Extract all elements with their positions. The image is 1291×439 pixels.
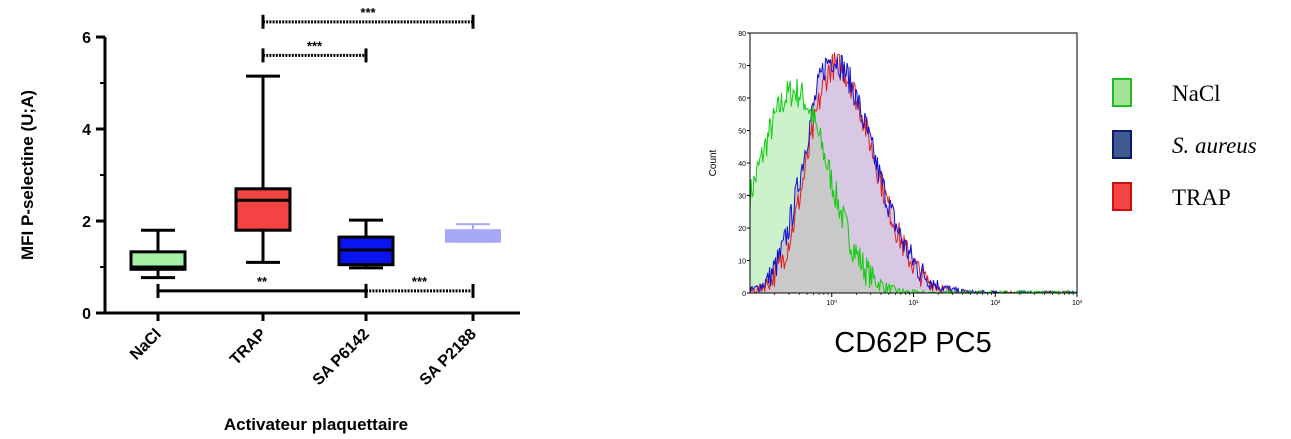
category-label: SA P6142 (310, 326, 373, 389)
histogram-x-tick-label: 10² (990, 300, 1001, 307)
legend-swatch (1112, 182, 1132, 211)
histogram-y-tick-label: 10 (738, 259, 746, 266)
histogram-x-tick-label: 10⁰ (826, 299, 837, 307)
category-label: TRAP (227, 326, 270, 369)
x-axis-title: Activateur plaquettaire (224, 415, 408, 434)
category-label: SA P2188 (417, 326, 480, 389)
histogram-y-tick-label: 40 (738, 161, 746, 168)
significance-label: ** (257, 274, 268, 289)
box (129, 250, 187, 271)
legend-label: TRAP (1172, 185, 1231, 210)
histogram-y-axis-title: Count (708, 149, 719, 176)
significance-label: *** (360, 5, 376, 20)
category-labels: NaCl TRAP SA P6142 SA P2188 (127, 326, 480, 389)
box (234, 187, 292, 232)
significance-label: *** (412, 274, 428, 289)
y-tick-label: 2 (82, 214, 91, 231)
significance-bars: ******** *** (156, 5, 475, 298)
histogram-y-tick-label: 80 (738, 31, 746, 38)
histogram-x-tick-label: 10³ (1072, 300, 1083, 307)
boxplot-boxes (129, 74, 501, 280)
histogram-ticks: 0 10 20 30 40 50 60 70 80 10⁰ 10¹ 10² 10³ (738, 31, 1083, 307)
significance-label: *** (307, 38, 323, 53)
boxplot-panel: MFI P-selectine (U;A) Activateur plaquet… (18, 5, 520, 434)
y-tick-label: 4 (82, 122, 91, 139)
y-tick-label: 6 (82, 30, 91, 47)
box (445, 229, 501, 243)
legend-swatch (1112, 130, 1132, 159)
legend-label: NaCl (1172, 81, 1221, 106)
histogram-y-tick-label: 70 (738, 64, 746, 71)
histogram-plot (749, 32, 1078, 295)
histogram-y-tick-label: 60 (738, 96, 746, 103)
histogram-x-axis-title: CD62P PC5 (834, 327, 991, 359)
histogram-y-tick-label: 20 (738, 226, 746, 233)
legend-swatch (1112, 78, 1132, 107)
category-label: NaCl (127, 326, 165, 364)
legend: NaCl S. aureus TRAP (1112, 78, 1257, 211)
legend-label: S. aureus (1172, 133, 1257, 158)
histogram-line-nacl (749, 78, 1078, 295)
histogram-panel: 0 10 20 30 40 50 60 70 80 10⁰ 10¹ 10² 10³ Count CD62… (708, 31, 1083, 359)
y-tick-label: 0 (82, 306, 91, 323)
histogram-fill-overlap (750, 105, 1077, 293)
boxplot-axes (103, 37, 520, 315)
histogram-y-tick-label: 0 (742, 291, 746, 298)
boxplot-y-ticks: 0 2 4 6 (82, 30, 475, 323)
histogram-x-tick-label: 10¹ (908, 300, 919, 307)
histogram-y-tick-label: 30 (738, 194, 746, 201)
y-axis-title: MFI P-selectine (U;A) (18, 90, 37, 260)
histogram-y-tick-label: 50 (738, 129, 746, 136)
